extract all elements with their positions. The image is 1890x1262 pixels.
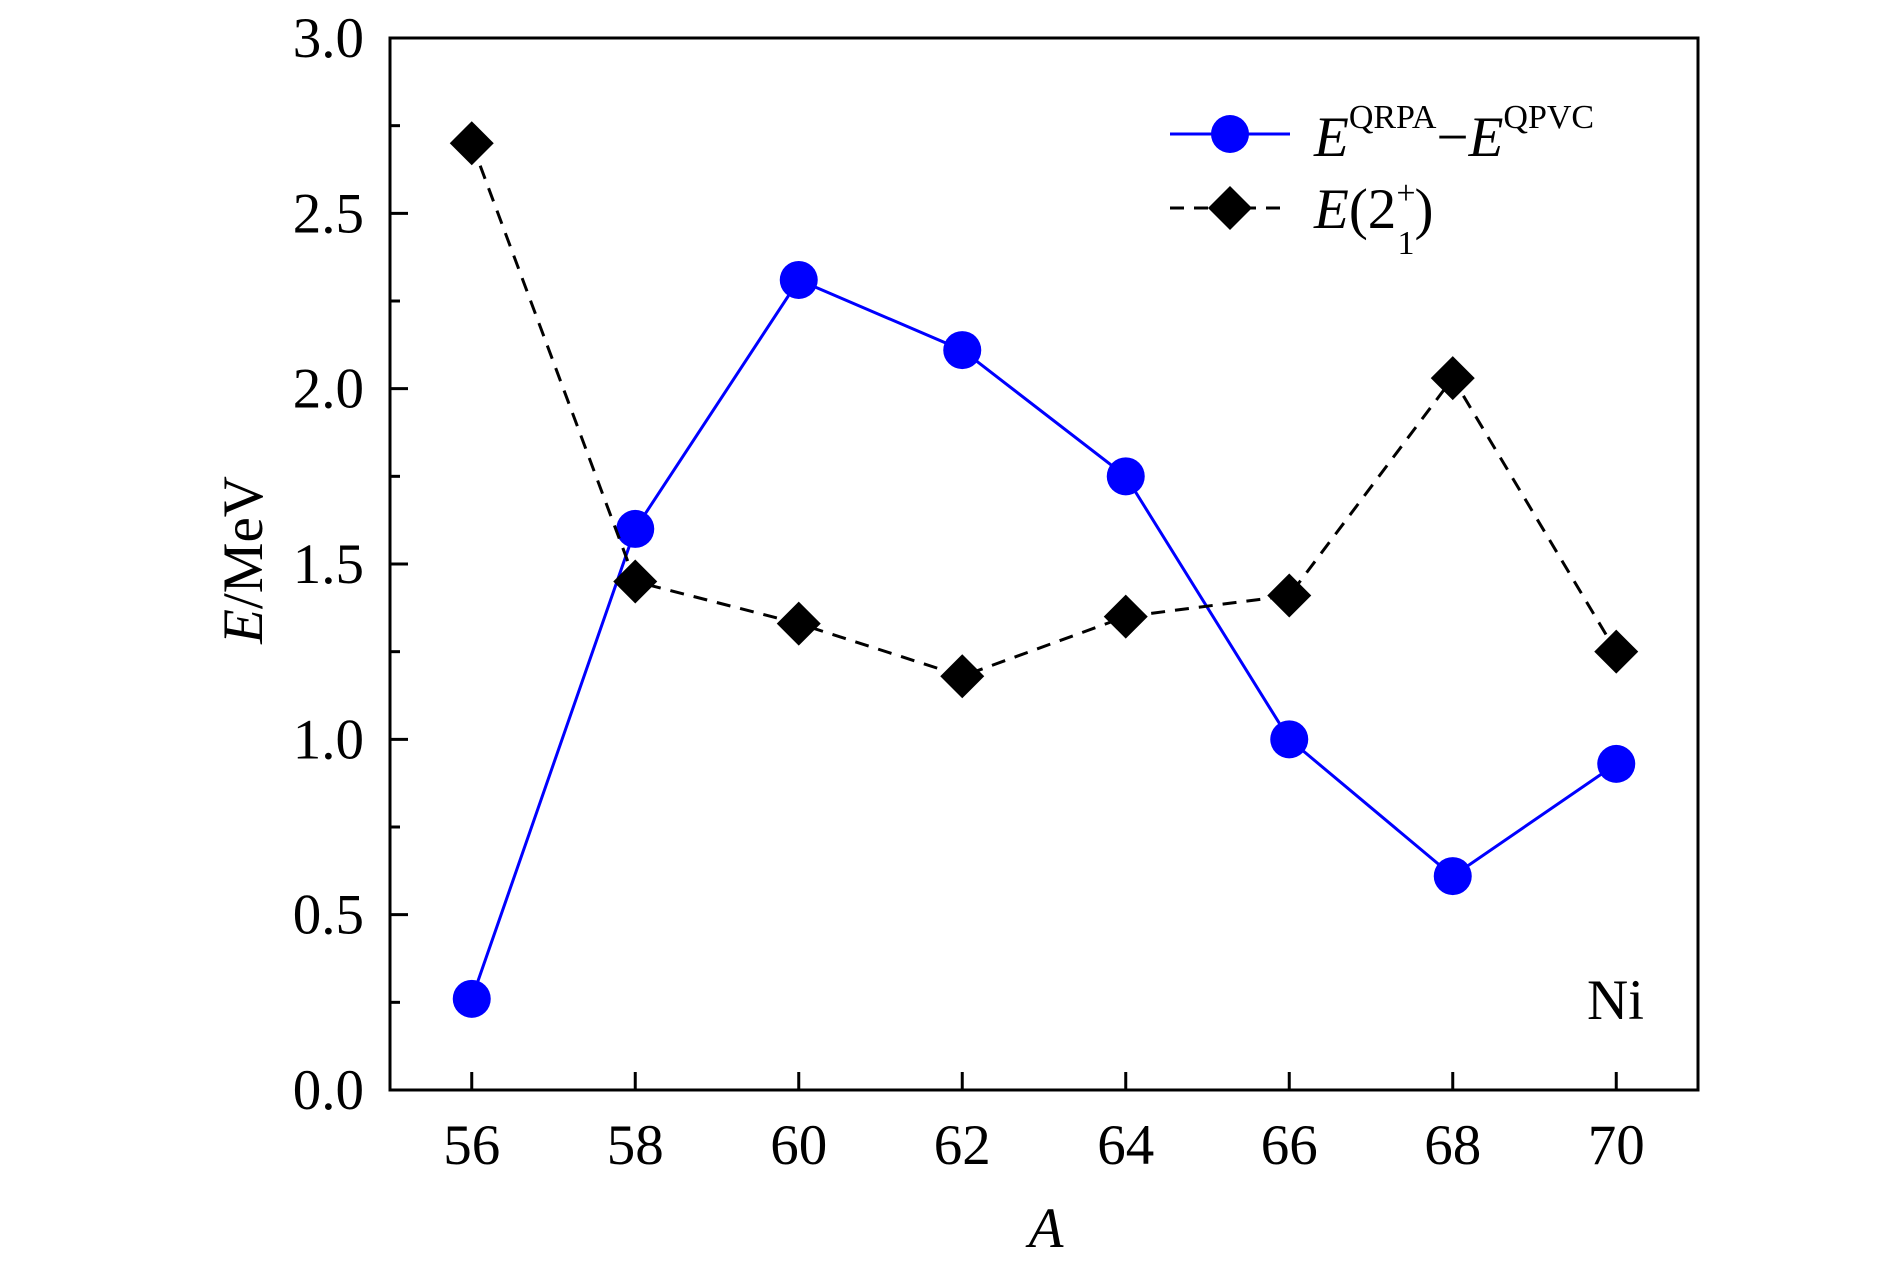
- y-tick-label: 2.5: [293, 182, 364, 245]
- series-1-point: [1106, 457, 1145, 496]
- plot-frame: [388, 36, 1700, 1092]
- series-1-point: [1270, 720, 1309, 759]
- y-tick-label: 1.0: [293, 708, 364, 771]
- series-2-point: [1594, 629, 1639, 674]
- series-1-point: [1597, 744, 1636, 783]
- series-1-point: [1433, 857, 1472, 896]
- element-annotation: Ni: [1587, 969, 1644, 1032]
- series-2-point: [449, 121, 494, 166]
- legend-label-qrpa-qpvc: EQRPA−EQPVC: [1313, 99, 1594, 169]
- series-2-point: [1103, 594, 1148, 639]
- y-axis-title: E/MeV: [212, 476, 275, 645]
- series-2-point: [1267, 573, 1312, 618]
- series-1-point: [779, 260, 818, 299]
- legend-label-qrpa-qpvc-e2: E: [1468, 106, 1504, 169]
- series-2-point: [776, 601, 821, 646]
- x-tick-label: 56: [443, 1114, 500, 1177]
- legend-label-e21: E(2+ 1): [1313, 175, 1433, 262]
- series-1-line: [470, 278, 1618, 1000]
- legend-label-e21-sub: 1: [1398, 225, 1415, 262]
- y-tick-label: 0.5: [293, 884, 364, 947]
- legend-marker-diamond: [1208, 186, 1252, 230]
- plot-area: 0.0 0.5 1.0 1.5 2.0 2.5 3.0 56 58 60 62 64 66 68 70: [293, 7, 1700, 1177]
- legend-label-minus: −: [1436, 106, 1468, 169]
- x-tick-label: 64: [1097, 1114, 1154, 1177]
- y-tick-label: 1.5: [293, 533, 364, 596]
- legend-label-e21-close: ): [1415, 178, 1434, 241]
- legend-label-qpvc-sup: QPVC: [1503, 99, 1594, 136]
- y-tick-label: 2.0: [293, 358, 364, 421]
- y-axis-title-unit: /MeV: [212, 476, 275, 609]
- series-2-point: [940, 654, 985, 699]
- legend-label-e21-e: E: [1313, 178, 1349, 241]
- legend-label-e21-open: (2: [1349, 178, 1396, 241]
- legend: EQRPA−EQPVC E(2+ 1): [1170, 99, 1594, 262]
- legend-label-e21-sup: +: [1396, 175, 1415, 212]
- x-axis-title: A: [1025, 1197, 1065, 1260]
- x-tick-label: 70: [1588, 1114, 1645, 1177]
- legend-label-qrpa-qpvc-e1: E: [1313, 106, 1349, 169]
- series-2-point: [613, 559, 658, 604]
- series-2-line: [470, 142, 1618, 678]
- y-tick-label: 3.0: [293, 7, 364, 70]
- x-tick-label: 66: [1261, 1114, 1318, 1177]
- legend-label-qrpa-sup: QRPA: [1349, 99, 1437, 136]
- x-tick-label: 60: [770, 1114, 827, 1177]
- x-tick-label: 68: [1424, 1114, 1481, 1177]
- series-2-point: [1430, 356, 1475, 401]
- x-tick-label: 58: [607, 1114, 664, 1177]
- x-tick-label: 62: [934, 1114, 991, 1177]
- series-1-point: [943, 331, 982, 370]
- series-1-point: [452, 979, 491, 1018]
- y-axis-title-symbol: E: [212, 609, 275, 645]
- y-tick-label: 0.0: [293, 1059, 364, 1122]
- series-1-point: [616, 509, 655, 548]
- legend-marker-circle: [1211, 115, 1249, 153]
